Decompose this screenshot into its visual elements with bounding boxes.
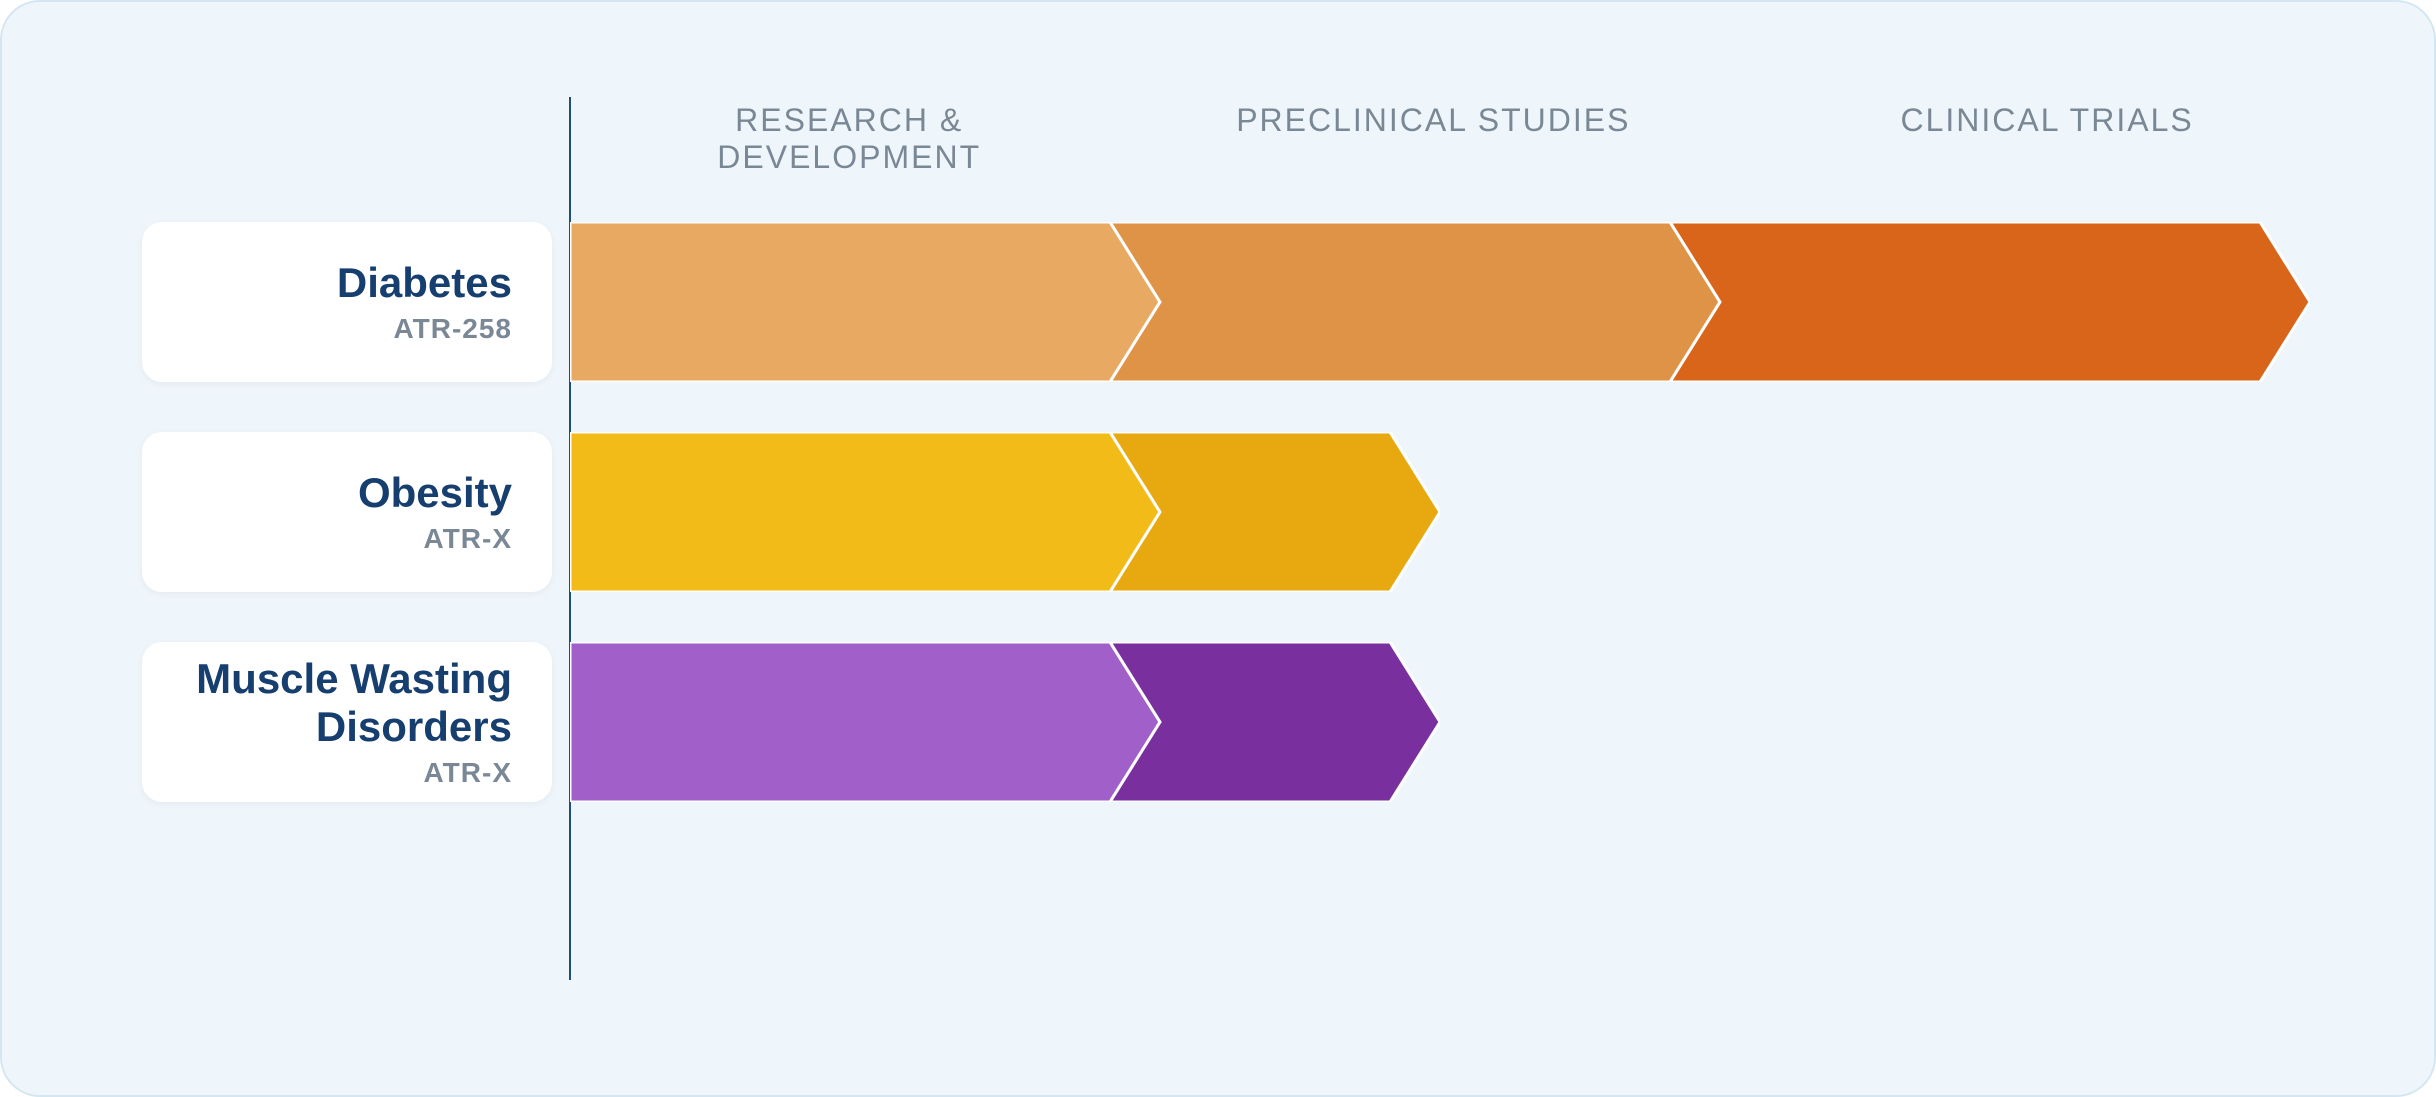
phase-header: PRECLINICAL STUDIES	[1126, 102, 1740, 176]
phase-arrow	[570, 432, 1160, 592]
row-label-card: Diabetes ATR-258	[142, 222, 552, 382]
row-arrows	[570, 432, 1440, 592]
phase-header-line: DEVELOPMENT	[572, 139, 1126, 176]
phase-header-line: RESEARCH &	[572, 102, 1126, 139]
pipeline-chart: RESEARCH &DEVELOPMENTPRECLINICAL STUDIES…	[0, 0, 2436, 1097]
pipeline-row: Obesity ATR-X	[142, 432, 2354, 592]
phase-header: RESEARCH &DEVELOPMENT	[572, 102, 1126, 176]
row-title: Muscle Wasting Disorders	[142, 655, 512, 752]
row-code: ATR-X	[424, 523, 512, 555]
phase-arrow	[1110, 222, 1720, 382]
phase-arrow	[570, 222, 1160, 382]
phase-arrow	[1670, 222, 2310, 382]
phase-header-row: RESEARCH &DEVELOPMENTPRECLINICAL STUDIES…	[572, 102, 2354, 176]
row-code: ATR-X	[424, 757, 512, 789]
phase-arrow	[1110, 432, 1440, 592]
row-arrows	[570, 222, 2310, 382]
pipeline-rows: DiabetesATR-258ObesityATR-XMuscle Wastin…	[142, 222, 2354, 852]
row-code: ATR-258	[393, 313, 512, 345]
row-title: Obesity	[358, 469, 512, 517]
pipeline-row: Diabetes ATR-258	[142, 222, 2354, 382]
row-title: Diabetes	[337, 259, 512, 307]
row-label-card: Muscle Wasting Disorders ATR-X	[142, 642, 552, 802]
pipeline-row: Muscle Wasting Disorders ATR-X	[142, 642, 2354, 802]
phase-arrow	[570, 642, 1160, 802]
phase-arrow	[1110, 642, 1440, 802]
phase-header: CLINICAL TRIALS	[1740, 102, 2354, 176]
row-arrows	[570, 642, 1440, 802]
row-label-card: Obesity ATR-X	[142, 432, 552, 592]
